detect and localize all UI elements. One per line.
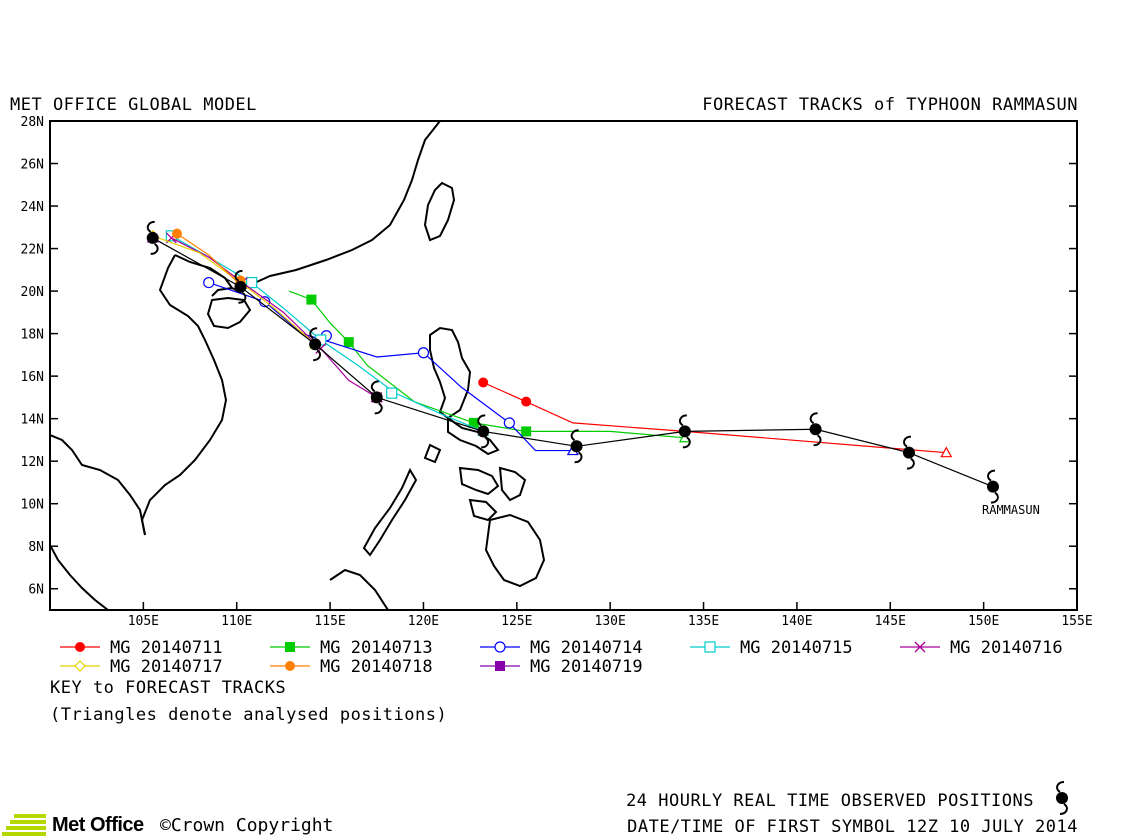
typhoon-symbol-icon — [309, 327, 322, 362]
observed-track — [146, 220, 999, 504]
lon-tick-label: 135E — [688, 614, 719, 629]
legend-entry: MG 20140719 — [480, 657, 643, 677]
first-symbol-datetime: DATE/TIME OF FIRST SYMBOL 12Z 10 JULY 20… — [627, 817, 1078, 837]
legend-entry: MG 20140717 — [60, 657, 223, 677]
lat-tick-label: 22N — [21, 243, 44, 258]
storm-name-label: RAMMASUN — [982, 503, 1040, 517]
typhoon-symbol-icon — [477, 414, 490, 449]
legend-label: MG 20140713 — [320, 638, 433, 658]
lon-tick-label: 140E — [781, 614, 812, 629]
forecast-track — [165, 232, 383, 403]
copyright-notice: ©Crown Copyright — [160, 815, 334, 836]
lat-tick-label: 18N — [21, 328, 44, 343]
forecast-point — [203, 276, 215, 289]
legend-marker — [495, 661, 505, 671]
typhoon-symbol-icon — [234, 269, 247, 304]
legend-marker — [494, 641, 506, 653]
lat-tick-label: 20N — [21, 285, 44, 300]
lon-tick-label: 105E — [128, 614, 159, 629]
forecast-track-line — [482, 381, 947, 454]
legend-marker — [285, 642, 295, 652]
forecast-point — [478, 377, 489, 388]
legend-label: MG 20140715 — [740, 638, 853, 658]
lon-tick-label: 150E — [968, 614, 999, 629]
legend-entry: MG 20140715 — [690, 638, 853, 658]
forecast-track-line — [288, 290, 685, 439]
legend-entry: MG 20140713 — [270, 638, 433, 658]
legend-entry: MG 20140714 — [480, 638, 643, 658]
latitude-axis: 6N 8N 10N 12N 14N 16N 18N 20N 22N 24N 26N 28N — [21, 115, 1077, 598]
forecast-point — [171, 228, 182, 239]
met-office-logo-text: Met Office — [52, 813, 144, 836]
forecast-track-line — [208, 282, 573, 452]
lon-tick-label: 110E — [221, 614, 252, 629]
typhoon-symbol-icon — [986, 469, 999, 504]
observed-positions-label: 24 HOURLY REAL TIME OBSERVED POSITIONS — [626, 791, 1034, 811]
typhoon-symbol-icon — [1056, 781, 1068, 815]
legend-marker — [914, 641, 926, 653]
legend-entry: MG 20140711 — [60, 638, 223, 658]
legend-marker — [74, 660, 86, 672]
legend-note: (Triangles denote analysed positions) — [50, 705, 448, 725]
lon-tick-label: 155E — [1061, 614, 1092, 629]
typhoon-symbol-icon — [370, 380, 383, 415]
lon-tick-label: 125E — [501, 614, 532, 629]
legend-label: MG 20140718 — [320, 657, 433, 677]
coastline — [50, 121, 546, 610]
lat-tick-label: 28N — [21, 115, 44, 130]
forecast-track-line — [176, 233, 241, 286]
legend-marker — [75, 642, 85, 652]
legend-label: MG 20140719 — [530, 657, 643, 677]
forecast-point — [468, 417, 479, 428]
model-title: MET OFFICE GLOBAL MODEL — [10, 95, 257, 115]
lat-tick-label: 8N — [28, 540, 44, 555]
forecast-tracks — [146, 228, 953, 458]
forecast-track — [288, 290, 691, 443]
forecast-point — [343, 337, 354, 348]
met-office-logo-icon — [2, 814, 46, 836]
met-office-logo: Met Office — [0, 810, 144, 840]
forecast-point — [417, 347, 430, 359]
forecast-point — [386, 387, 398, 399]
legend-entry: MG 20140716 — [900, 638, 1063, 658]
typhoon-symbol-icon — [809, 412, 822, 447]
forecast-point — [306, 294, 317, 305]
forecast-track-line — [171, 237, 378, 398]
lon-tick-label: 120E — [408, 614, 439, 629]
typhoon-symbol-icon — [902, 435, 915, 470]
analysed-position-triangle — [940, 446, 953, 458]
legend-title: KEY to FORECAST TRACKS — [50, 678, 287, 698]
lon-tick-label: 115E — [314, 614, 345, 629]
forecast-point — [246, 276, 258, 289]
legend-label: MG 20140711 — [110, 638, 223, 658]
typhoon-symbol-icon — [678, 414, 691, 449]
lat-tick-label: 12N — [21, 455, 44, 470]
lon-tick-label: 145E — [875, 614, 906, 629]
chart-title: FORECAST TRACKS of TYPHOON RAMMASUN — [702, 95, 1078, 115]
lat-tick-label: 6N — [28, 583, 44, 598]
map-frame — [49, 120, 1078, 611]
lat-tick-label: 10N — [21, 498, 44, 513]
legend-label: MG 20140714 — [530, 638, 643, 658]
typhoon-symbol-icon — [570, 429, 583, 464]
lat-tick-label: 24N — [21, 200, 44, 215]
legend-entry: MG 20140718 — [270, 657, 433, 677]
legend: MG 20140711 MG 20140713 MG 20140714 MG 2014… — [60, 638, 1063, 677]
forecast-point — [503, 417, 515, 429]
lat-tick-label: 14N — [21, 413, 44, 428]
legend-label: MG 20140716 — [950, 638, 1063, 658]
legend-marker — [704, 641, 716, 653]
lat-tick-label: 26N — [21, 158, 44, 173]
forecast-point — [521, 426, 532, 437]
forecast-point — [521, 396, 532, 407]
longitude-axis: 105E 110E 115E 120E 125E 130E 135E 140E 145E 150E… — [128, 602, 1093, 629]
lon-tick-label: 130E — [595, 614, 626, 629]
typhoon-symbol-icon — [146, 220, 159, 255]
legend-marker — [285, 661, 295, 671]
lat-tick-label: 16N — [21, 370, 44, 385]
observed-track-line — [152, 237, 994, 488]
forecast-track — [478, 377, 953, 458]
legend-label: MG 20140717 — [110, 657, 223, 677]
